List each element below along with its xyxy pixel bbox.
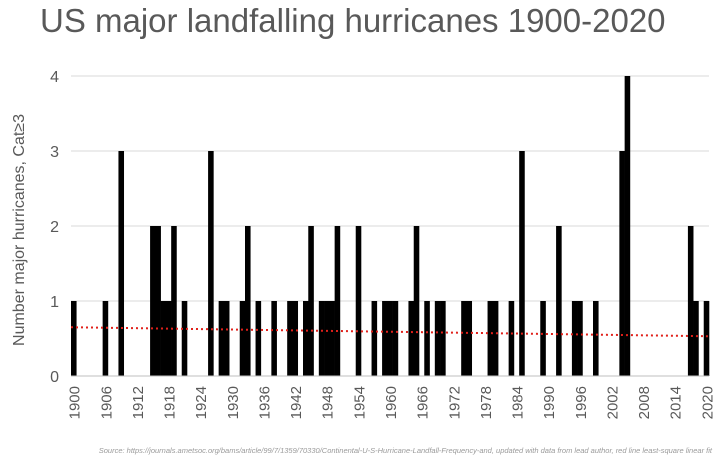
bar-1969 — [434, 301, 441, 376]
bar-1959 — [382, 301, 388, 376]
bar-1944 — [303, 301, 309, 376]
bar-1980 — [492, 301, 499, 376]
x-tick-label-2014: 2014 — [668, 386, 685, 419]
bar-1999 — [593, 301, 599, 376]
bar-1921 — [181, 301, 188, 376]
x-tick-label-1972: 1972 — [446, 386, 463, 419]
bars — [71, 76, 710, 376]
bar-1995 — [571, 301, 578, 376]
y-tick-label-0: 0 — [50, 369, 59, 386]
y-tick-label-1: 1 — [50, 294, 59, 311]
bar-1906 — [102, 301, 109, 376]
x-tick-label-1960: 1960 — [383, 386, 400, 419]
x-tick-label-1978: 1978 — [478, 386, 495, 419]
x-tick-label-1930: 1930 — [225, 386, 242, 419]
bar-2020 — [703, 301, 710, 376]
bar-1926 — [208, 151, 214, 376]
bar-2005 — [624, 76, 631, 376]
bar-1957 — [371, 301, 378, 376]
bar-1985 — [519, 151, 525, 376]
bar-1954 — [355, 226, 362, 376]
x-tick-label-1918: 1918 — [162, 386, 179, 419]
bar-1965 — [413, 226, 420, 376]
x-tick-label-1942: 1942 — [288, 386, 305, 419]
x-tick-label-2020: 2020 — [699, 386, 716, 419]
bar-1970 — [440, 301, 446, 376]
bar-1961 — [392, 301, 399, 376]
bar-1975 — [466, 301, 473, 376]
bar-1947 — [318, 301, 325, 376]
gridlines — [71, 75, 709, 302]
x-tick-label-2002: 2002 — [604, 386, 621, 419]
y-tick-label-3: 3 — [50, 144, 59, 161]
bar-1917 — [160, 301, 167, 376]
x-tick-label-1936: 1936 — [256, 386, 273, 419]
bar-2017 — [687, 226, 694, 376]
x-tick-label-1900: 1900 — [67, 386, 84, 419]
bar-1933 — [245, 226, 251, 376]
y-tick-label-2: 2 — [50, 219, 59, 236]
bar-1942 — [292, 301, 299, 376]
x-tick-label-1906: 1906 — [98, 386, 115, 419]
bar-1949 — [329, 301, 335, 376]
bar-1919 — [171, 226, 177, 376]
bar-1992 — [556, 226, 562, 376]
bar-1938 — [271, 301, 277, 376]
chart-title: US major landfalling hurricanes 1900-202… — [40, 2, 666, 39]
source-note: Source: https://journals.ametsoc.org/bam… — [98, 446, 712, 455]
bar-1941 — [287, 301, 293, 376]
bar-1950 — [334, 226, 341, 376]
bar-1948 — [324, 301, 330, 376]
bar-1932 — [239, 301, 246, 376]
bar-1996 — [577, 301, 583, 376]
bar-1964 — [408, 301, 415, 376]
bar-1945 — [308, 226, 314, 376]
bar-1928 — [218, 301, 225, 376]
bar-1929 — [223, 301, 230, 376]
bar-1915 — [150, 226, 156, 376]
x-tick-label-1990: 1990 — [541, 386, 558, 419]
trendline — [70, 326, 710, 338]
bar-2004 — [619, 151, 625, 376]
bar-1983 — [508, 301, 515, 376]
y-axis-label: Number major hurricanes, Cat≥3 — [11, 114, 28, 346]
y-tick-label-4: 4 — [50, 69, 59, 86]
x-tick-label-1984: 1984 — [510, 386, 527, 419]
x-tick-label-1912: 1912 — [130, 386, 147, 419]
bar-2018 — [693, 301, 699, 376]
tick-labels: 0 1 2 3 4 1900 1906 1912 1918 1924 1930 1936 1942 194… — [50, 69, 716, 419]
bar-1960 — [387, 301, 393, 376]
x-tick-label-1948: 1948 — [320, 386, 337, 419]
x-tick-label-1966: 1966 — [415, 386, 432, 419]
trendline-linear-fit — [70, 326, 710, 338]
x-tick-label-1924: 1924 — [193, 386, 210, 419]
bar-1900 — [71, 301, 77, 376]
x-tick-label-1996: 1996 — [573, 386, 590, 419]
bar-1974 — [461, 301, 467, 376]
x-tick-label-2008: 2008 — [636, 386, 653, 419]
bar-1989 — [540, 301, 546, 376]
bar-1909 — [118, 151, 125, 376]
bar-1967 — [424, 301, 430, 376]
bar-1979 — [487, 301, 494, 376]
bar-1918 — [165, 301, 172, 376]
bar-1935 — [255, 301, 262, 376]
bar-1916 — [155, 226, 161, 376]
x-tick-label-1954: 1954 — [351, 386, 368, 419]
